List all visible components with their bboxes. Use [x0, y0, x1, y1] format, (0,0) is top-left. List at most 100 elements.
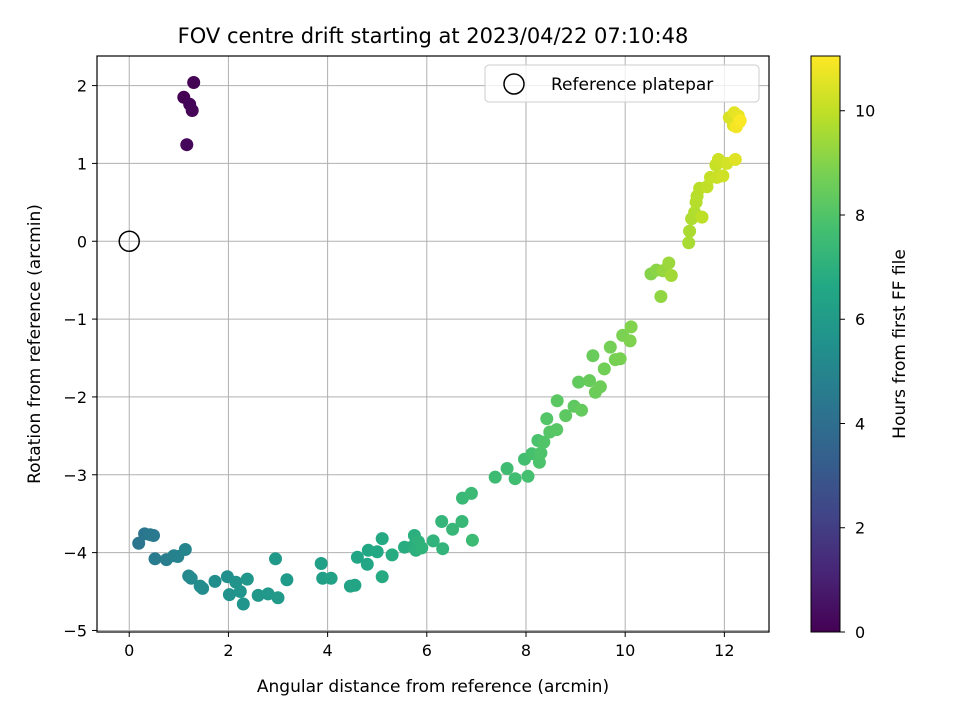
y-tick-label: 0: [77, 232, 87, 251]
data-point: [716, 169, 730, 183]
data-point: [575, 403, 588, 417]
legend-box: [484, 64, 760, 103]
data-point: [534, 446, 548, 460]
data-point: [488, 470, 502, 484]
data-point: [314, 557, 328, 570]
x-tick-label: 10: [615, 641, 635, 660]
y-tick-label: −3: [63, 466, 87, 485]
data-point: [222, 588, 236, 602]
y-tick-label: 2: [77, 77, 87, 96]
data-point: [550, 423, 564, 437]
data-point: [375, 532, 389, 546]
data-point: [184, 571, 198, 585]
data-point: [521, 469, 535, 483]
data-point: [559, 409, 573, 423]
colorbar-label: Hours from first FF file: [890, 249, 910, 439]
data-point: [446, 522, 460, 536]
data-point: [682, 236, 696, 250]
x-axis-ticks: 0 2 4 6 8 10 12: [124, 632, 735, 660]
reference-marker: [118, 230, 140, 253]
data-point: [370, 545, 384, 559]
y-tick-label: −4: [63, 544, 87, 563]
data-point: [597, 362, 611, 376]
y-axis-ticks: −5 −4 −3 −2 −1 0 1 2: [63, 77, 97, 640]
data-point: [280, 573, 294, 587]
data-point: [132, 536, 146, 550]
data-point: [664, 269, 678, 282]
colorbar-tick-label: 10: [855, 102, 875, 121]
data-point: [500, 462, 514, 475]
colorbar-gradient: [810, 55, 841, 633]
data-point: [348, 578, 362, 592]
data-point: [586, 349, 600, 363]
data-point: [180, 138, 194, 152]
data-point: [148, 552, 162, 566]
colorbar-tick-label: 0: [855, 623, 865, 642]
data-point: [324, 571, 338, 585]
data-point: [271, 591, 285, 605]
data-point: [435, 515, 449, 528]
data-point: [624, 320, 638, 334]
data-point: [465, 533, 479, 547]
data-point: [360, 557, 374, 571]
data-point: [540, 412, 554, 426]
data-point: [733, 114, 747, 128]
data-point: [508, 472, 522, 486]
data-point: [426, 534, 440, 548]
colorbar-ticks: 0 2 4 6 8 10: [840, 102, 875, 642]
x-tick-label: 8: [521, 641, 531, 660]
data-point: [683, 224, 697, 238]
data-point: [208, 574, 222, 588]
data-point: [464, 486, 478, 500]
plot-frame: [96, 55, 770, 633]
reference-platepar-marker: [118, 230, 140, 253]
data-point: [603, 340, 617, 354]
colorbar: 0 2 4 6 8 10 Hours from first FF file: [810, 55, 910, 642]
data-point: [196, 581, 210, 595]
data-point: [537, 435, 551, 449]
x-tick-label: 2: [223, 641, 233, 660]
x-tick-label: 4: [323, 641, 333, 660]
y-tick-label: −1: [63, 310, 87, 329]
data-point: [233, 585, 247, 598]
x-tick-label: 0: [124, 641, 134, 660]
data-point: [240, 572, 254, 586]
data-point: [436, 542, 450, 556]
data-point: [178, 543, 192, 556]
x-tick-label: 6: [422, 641, 432, 660]
data-point: [251, 588, 265, 602]
legend-reference-marker: [503, 73, 525, 95]
x-tick-label: 12: [714, 641, 734, 660]
data-points: [132, 76, 747, 611]
y-tick-label: 1: [77, 154, 87, 173]
data-point: [695, 210, 709, 224]
data-point: [350, 550, 364, 564]
data-point: [187, 76, 201, 89]
data-point: [662, 256, 676, 270]
legend: Reference platepar: [484, 64, 760, 103]
data-point: [593, 380, 607, 394]
colorbar-tick-label: 8: [855, 206, 865, 225]
data-point: [455, 515, 469, 528]
colorbar-tick-label: 4: [855, 414, 865, 433]
data-point: [654, 290, 668, 303]
data-point: [572, 375, 586, 389]
y-tick-label: −5: [63, 621, 87, 640]
data-point: [236, 597, 250, 611]
data-point: [385, 548, 399, 562]
chart-title: FOV centre drift starting at 2023/04/22 …: [178, 24, 689, 48]
data-point: [185, 104, 199, 117]
data-point: [261, 587, 275, 601]
data-point: [613, 352, 627, 366]
y-axis-label: Rotation from reference (arcmin): [25, 204, 45, 484]
colorbar-tick-label: 6: [855, 310, 865, 329]
y-tick-label: −2: [63, 388, 87, 407]
colorbar-tick-label: 2: [855, 519, 865, 538]
data-point: [147, 529, 160, 542]
data-point: [415, 541, 429, 555]
data-point: [583, 374, 596, 388]
data-point: [550, 394, 564, 408]
legend-label: Reference platepar: [551, 75, 713, 95]
data-point: [375, 570, 389, 584]
